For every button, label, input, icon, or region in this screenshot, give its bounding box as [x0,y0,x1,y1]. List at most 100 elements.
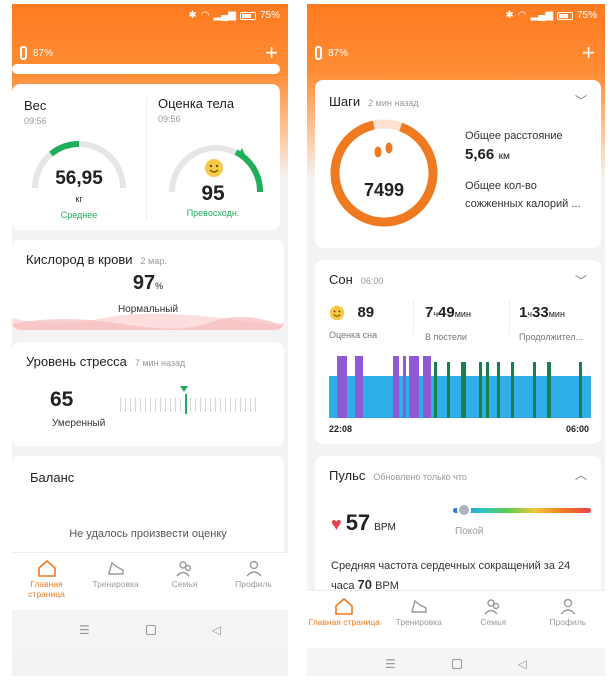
weight-card[interactable]: Вес 09:56 56,95 кг Среднее Оценка тела 0… [12,84,280,230]
stress-tick [215,398,216,412]
tab-home[interactable]: Главная страница [307,591,382,648]
battery-icon [239,11,256,20]
stress-scale [120,386,256,414]
family-icon [484,599,500,615]
stress-tick [195,398,196,412]
stress-tick [165,398,166,412]
sleep-score-value: 89 [357,304,375,322]
sleep-chart [329,356,591,418]
sleep-deep-bar [547,362,551,418]
distance-reading: 5,66 км [465,146,510,164]
sleep-score-label: Оценка сна [329,330,378,340]
weight-section[interactable]: Вес 09:56 56,95 кг Среднее [12,84,146,230]
band-status[interactable]: 87% [20,46,53,60]
tab-family[interactable]: Семья [150,553,219,610]
sleep-deep-bar [486,362,489,418]
wifi-icon: ◠ [200,9,210,21]
distance-unit: км [498,151,510,162]
bed-hours-unit: ч [433,309,439,319]
bluetooth-icon: ✱ [188,9,197,21]
tab-label: Главная страница [308,617,380,627]
pulse-card[interactable]: Пульс Обновлено только что ︿ ♥ 57 BPM По… [315,456,601,606]
chevron-down-icon[interactable]: ﹀ [574,274,587,288]
add-icon[interactable]: + [582,40,595,65]
band-icon [315,46,322,60]
pulse-header: Пульс Обновлено только что [329,468,467,483]
stress-tick [160,398,161,412]
home-square-icon[interactable] [451,659,462,669]
duration-minutes-unit: мин [548,309,565,319]
menu-icon[interactable]: ☰ [79,623,90,637]
pulse-average-unit: BPM [375,580,399,593]
duration-label: Продолжител... [519,332,584,342]
stress-tick [225,398,226,412]
pulse-time: Обновлено только что [373,472,467,482]
steps-time: 2 мин назад [368,98,419,108]
stress-tick [175,398,176,412]
steps-card[interactable]: Шаги 2 мин назад ﹀ 7499 Общее расстояние… [315,80,601,248]
home-icon [335,597,354,615]
stress-tick [150,398,151,412]
stress-tick [130,398,131,412]
tab-profile[interactable]: Профиль [531,591,606,648]
oxygen-status: Нормальный [117,304,179,315]
status-bar: ✱ ◠ ▂▄▆ 75% [188,10,280,21]
sleep-rem-bar [355,356,363,418]
stress-tick [140,398,141,412]
body-score-section[interactable]: Оценка тела 09:56 95 Превосходн. [146,84,280,230]
back-icon[interactable]: ◁ [517,657,527,671]
stress-tick [205,398,206,412]
tab-profile[interactable]: Профиль [219,553,288,610]
stress-card[interactable]: Уровень стресса 7 мин назад 65 Умеренный [12,342,284,446]
add-icon[interactable]: + [265,40,278,65]
bed-label: В постели [425,332,467,342]
oxygen-time: 2 мар. [140,256,167,266]
tab-label: Профиль [549,617,587,627]
steps-ring [330,119,438,227]
pulse-average: Средняя частота сердечных сокращений за … [331,558,587,595]
stress-status: Умеренный [52,418,106,429]
stress-tick [190,398,191,412]
band-status[interactable]: 87% [315,46,348,60]
sleep-rem-bar [337,356,347,418]
bed-hours: 7 [425,304,434,321]
heart-icon: ♥ [331,514,342,534]
tab-home[interactable]: Главная страница [12,553,81,610]
divider [413,300,414,334]
stress-time: 7 мин назад [134,358,186,368]
sleep-time: 06:00 [360,276,384,286]
chevron-up-icon[interactable]: ︿ [574,468,587,482]
tab-training[interactable]: Тренировка [81,553,150,610]
oxygen-header: Кислород в крови 2 мар. [26,252,167,267]
shoe-icon [107,561,124,575]
home-square-icon[interactable] [145,625,156,635]
weight-status: Среднее [60,210,98,220]
pulse-zone-marker [457,503,471,517]
chevron-down-icon[interactable]: ﹀ [574,94,587,108]
pulse-zone-bar [453,508,591,513]
stress-tick [185,394,187,414]
back-icon[interactable]: ◁ [211,623,221,637]
stress-tick [125,398,126,412]
duration-hours: 1 [519,304,528,321]
stress-title: Уровень стресса [26,354,127,369]
pulse-reading: ♥ 57 BPM [331,510,396,536]
stress-tick [135,398,136,412]
tab-family[interactable]: Семья [456,591,531,648]
in-bed-block: 7ч49мин В постели [425,304,471,342]
home-icon [37,559,56,577]
menu-icon[interactable]: ☰ [385,657,396,671]
profile-icon [560,598,576,615]
distance-value: 5,66 [465,146,495,163]
sleep-card[interactable]: Сон 06:00 ﹀ 89 Оценка сна 7ч49мин В пост… [315,260,601,444]
oxygen-card[interactable]: Кислород в крови 2 мар. 97% Нормальный [12,240,284,330]
family-icon [175,561,191,577]
signal-icon: ▂▄▆ [213,9,236,21]
sleep-rem-bar [409,356,419,418]
tab-bar: Главная страница Тренировка Семья Профил… [12,552,288,610]
tab-training[interactable]: Тренировка [382,591,457,648]
stress-tick [170,398,171,412]
sleep-end: 06:00 [565,424,589,434]
balance-message: Не удалось произвести оценку [69,528,227,540]
pulse-zone-label: Покой [455,526,484,537]
